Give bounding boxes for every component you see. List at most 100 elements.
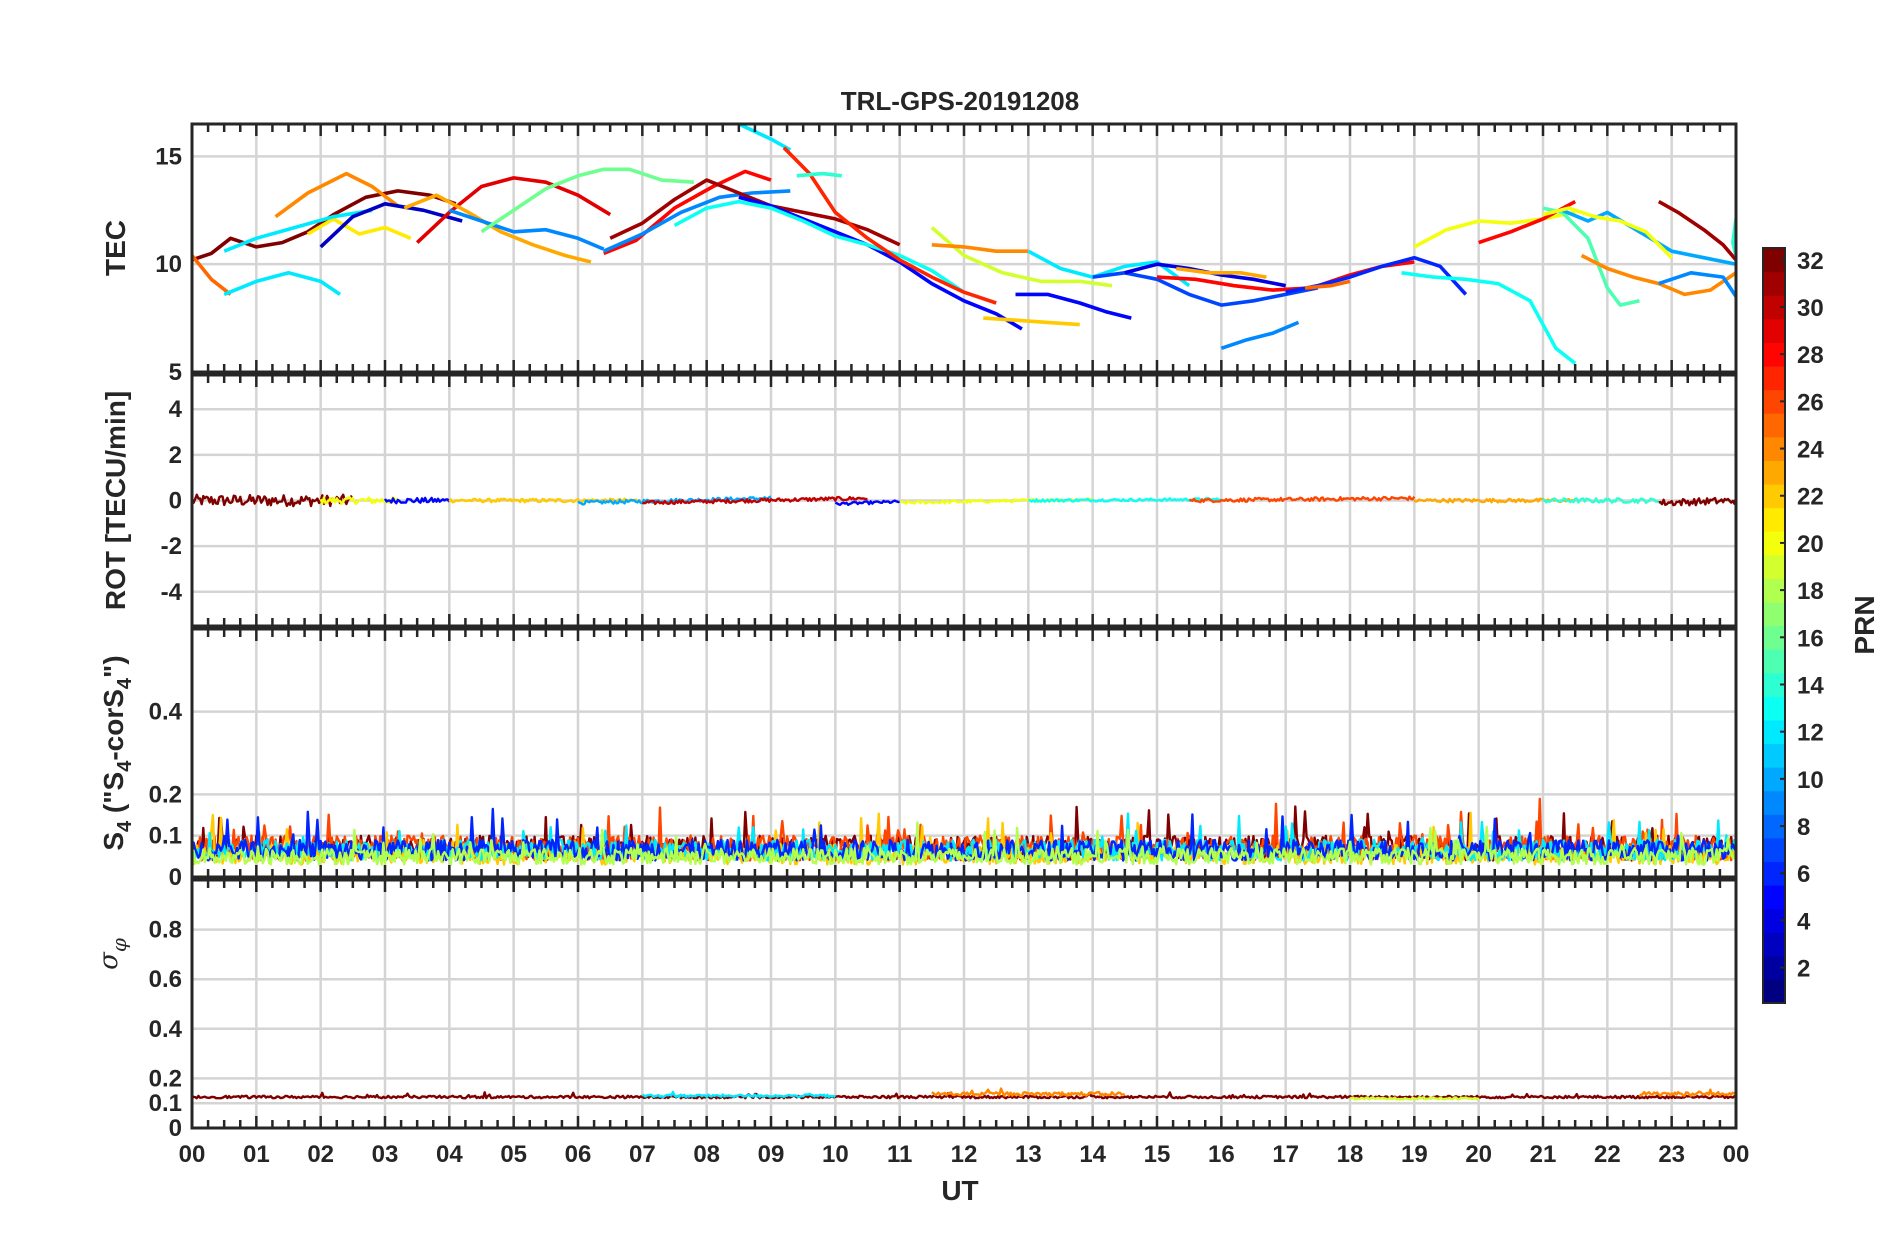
- x-tick-label: 01: [243, 1141, 270, 1168]
- x-axis-label: UT: [941, 1175, 978, 1206]
- colorbar-segment: [1763, 743, 1785, 768]
- series-line-prn-12: [223, 208, 373, 253]
- x-tick-label: 19: [1401, 1141, 1428, 1168]
- colorbar-tick-label: 14: [1797, 672, 1824, 699]
- series-line-prn-9: [448, 208, 605, 251]
- series-line-prn-13: [673, 199, 966, 294]
- colorbar-segment: [1763, 436, 1785, 461]
- x-tick-label: 22: [1594, 1141, 1621, 1168]
- y-axis-label: S4 ("S4-corS4"): [98, 655, 136, 850]
- y-tick-label: -2: [161, 533, 182, 560]
- series-line-prn-10: [577, 495, 772, 506]
- y-tick-label: 0: [169, 1115, 182, 1142]
- y-tick-label: 0.8: [149, 917, 182, 944]
- colorbar-tick-label: 16: [1797, 625, 1824, 652]
- x-tick-label: 15: [1144, 1141, 1171, 1168]
- colorbar-segment: [1763, 578, 1785, 603]
- colorbar-tick-label: 12: [1797, 720, 1824, 747]
- colorbar-segment: [1763, 814, 1785, 839]
- y-tick-label: 5: [169, 359, 182, 386]
- colorbar-tick-label: 30: [1797, 295, 1824, 322]
- y-tick-label: -4: [161, 579, 183, 606]
- colorbar-segment: [1763, 365, 1785, 391]
- colorbar-segment: [1763, 295, 1785, 320]
- colorbar-tick-label: 22: [1797, 484, 1824, 511]
- series-line-prn-10: [1561, 208, 1736, 266]
- series-line-prn-20: [319, 495, 399, 506]
- series-line-prn-28: [603, 169, 772, 256]
- y-axis-label: σφ: [94, 938, 131, 970]
- y-tick-label: 0.1: [149, 823, 182, 850]
- series-line-prn-21: [306, 217, 412, 240]
- x-tick-label: 07: [629, 1141, 656, 1168]
- colorbar-segment: [1763, 318, 1785, 343]
- colorbar-segment: [1763, 460, 1785, 485]
- colorbar-segment: [1763, 389, 1785, 414]
- x-tick-label: 00: [179, 1141, 206, 1168]
- series-line-prn-19: [1349, 1096, 1480, 1101]
- series-line-prn-22: [448, 497, 643, 504]
- series-line-prn-7: [1092, 270, 1319, 307]
- series-line-prn-16: [480, 167, 694, 234]
- y-tick-label: 15: [155, 143, 182, 170]
- x-tick-label: 20: [1465, 1141, 1492, 1168]
- colorbar-segment: [1763, 908, 1785, 933]
- x-tick-label: 05: [500, 1141, 527, 1168]
- colorbar-segment: [1763, 837, 1785, 863]
- y-tick-label: 0.6: [149, 966, 182, 993]
- colorbar-tick-label: 8: [1797, 814, 1810, 841]
- series-line-prn-3: [319, 202, 463, 249]
- colorbar-segment: [1763, 649, 1785, 674]
- colorbar-segment: [1763, 885, 1785, 910]
- series-line-prn-32: [192, 1091, 1736, 1100]
- series-line-prn-24: [931, 1087, 1125, 1098]
- series-line-prn-27: [782, 146, 997, 305]
- x-tick-label: 18: [1337, 1141, 1364, 1168]
- series-line-prn-14: [796, 171, 843, 178]
- x-tick-label: 13: [1015, 1141, 1042, 1168]
- colorbar-tick-label: 32: [1797, 248, 1824, 275]
- y-tick-label: 0.4: [149, 699, 183, 726]
- colorbar-segment: [1763, 342, 1785, 367]
- x-tick-label: 14: [1079, 1141, 1106, 1168]
- y-tick-label: 0.2: [149, 1065, 182, 1092]
- x-tick-label: 11: [887, 1141, 912, 1168]
- colorbar-segment: [1763, 861, 1785, 886]
- series-line-prn-31: [1657, 200, 1736, 262]
- series-line-prn-5: [834, 499, 900, 506]
- x-tick-label: 00: [1723, 1141, 1750, 1168]
- colorbar-segment: [1763, 979, 1785, 1004]
- series-line-prn-25: [192, 254, 232, 296]
- series-line-prn-12: [642, 1090, 836, 1099]
- x-tick-label: 04: [436, 1141, 463, 1168]
- series-line-prn-5: [1015, 292, 1132, 320]
- colorbar-tick-label: 6: [1797, 861, 1810, 888]
- colorbar-segment: [1763, 955, 1785, 981]
- colorbar-tick-label: 26: [1797, 389, 1824, 416]
- series-line-prn-23: [1176, 266, 1267, 279]
- series-line-prn-14: [1542, 497, 1660, 504]
- x-tick-label: 23: [1658, 1141, 1685, 1168]
- series-line-prn-19: [930, 226, 1113, 288]
- colorbar-segment: [1763, 507, 1785, 532]
- colorbar-segment: [1763, 696, 1785, 721]
- series-line-prn-24: [931, 243, 1029, 253]
- x-tick-label: 17: [1272, 1141, 1299, 1168]
- y-tick-label: 2: [169, 442, 182, 469]
- x-tick-label: 08: [693, 1141, 720, 1168]
- y-tick-label: 0: [169, 488, 182, 515]
- x-tick-label: 06: [565, 1141, 592, 1168]
- colorbar-frame: [1762, 247, 1786, 1004]
- series-line-prn-24: [1639, 1088, 1736, 1097]
- colorbar-segment: [1763, 483, 1785, 509]
- series-line-prn-29: [415, 176, 612, 244]
- y-tick-label: 4: [169, 396, 183, 423]
- colorbar-tick-label: 10: [1797, 767, 1824, 794]
- x-tick-label: 02: [307, 1141, 334, 1168]
- series-line-prn-32: [192, 189, 457, 262]
- series-line-prn-25: [1304, 279, 1351, 290]
- series-line-prn-20: [1413, 210, 1576, 249]
- colorbar-segment: [1763, 625, 1785, 650]
